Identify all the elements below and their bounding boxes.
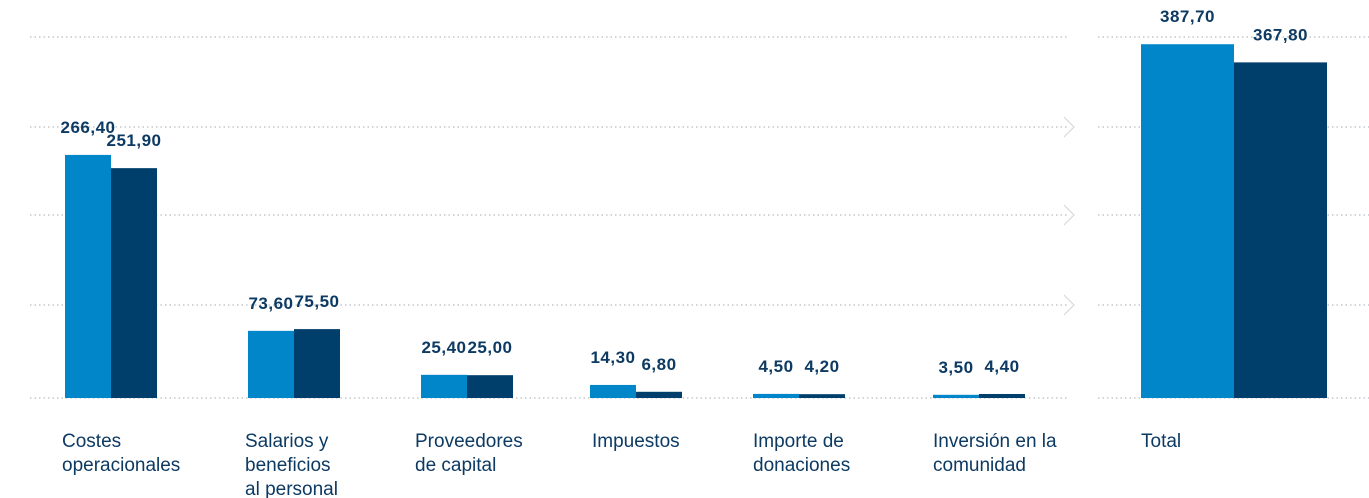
- bar: [636, 391, 682, 398]
- data-label: 387,70: [1160, 7, 1215, 26]
- bar: [421, 374, 467, 398]
- data-label: 3,50: [938, 358, 973, 377]
- bar: [467, 375, 513, 398]
- data-label: 14,30: [590, 348, 635, 367]
- bar: [111, 168, 157, 398]
- data-label: 4,50: [758, 357, 793, 376]
- bar: [1141, 44, 1234, 398]
- bar: [753, 393, 799, 398]
- x-tick-label: Salarios y beneficios al personal: [245, 431, 338, 498]
- bar: [799, 394, 845, 398]
- bar: [294, 329, 340, 398]
- data-label: 6,80: [641, 355, 676, 374]
- data-label: 4,20: [804, 357, 839, 376]
- data-label: 25,40: [421, 338, 466, 357]
- x-tick-label: Importe de donaciones: [753, 431, 851, 476]
- bar: [65, 154, 111, 398]
- data-label: 75,50: [294, 292, 339, 311]
- x-tick-label: Proveedores de capital: [415, 431, 523, 476]
- bar: [1234, 62, 1327, 398]
- data-label: 251,90: [107, 131, 162, 150]
- data-label: 25,00: [467, 338, 512, 357]
- data-label: 73,60: [248, 294, 293, 313]
- x-tick-label: Total: [1141, 431, 1182, 452]
- x-tick-label: Impuestos: [592, 431, 680, 452]
- chevron: [1063, 294, 1075, 316]
- data-label: 4,40: [984, 357, 1019, 376]
- data-label: 367,80: [1253, 25, 1308, 44]
- data-label: 266,40: [61, 118, 116, 137]
- bar: [590, 384, 636, 398]
- bar: [979, 393, 1025, 398]
- x-tick-label: Costes operacionales: [62, 431, 181, 476]
- x-tick-label: Inversión en la comunidad: [933, 431, 1057, 476]
- chevron: [1063, 204, 1075, 226]
- bar: [933, 394, 979, 398]
- bar: [248, 330, 294, 398]
- chevron: [1063, 116, 1075, 138]
